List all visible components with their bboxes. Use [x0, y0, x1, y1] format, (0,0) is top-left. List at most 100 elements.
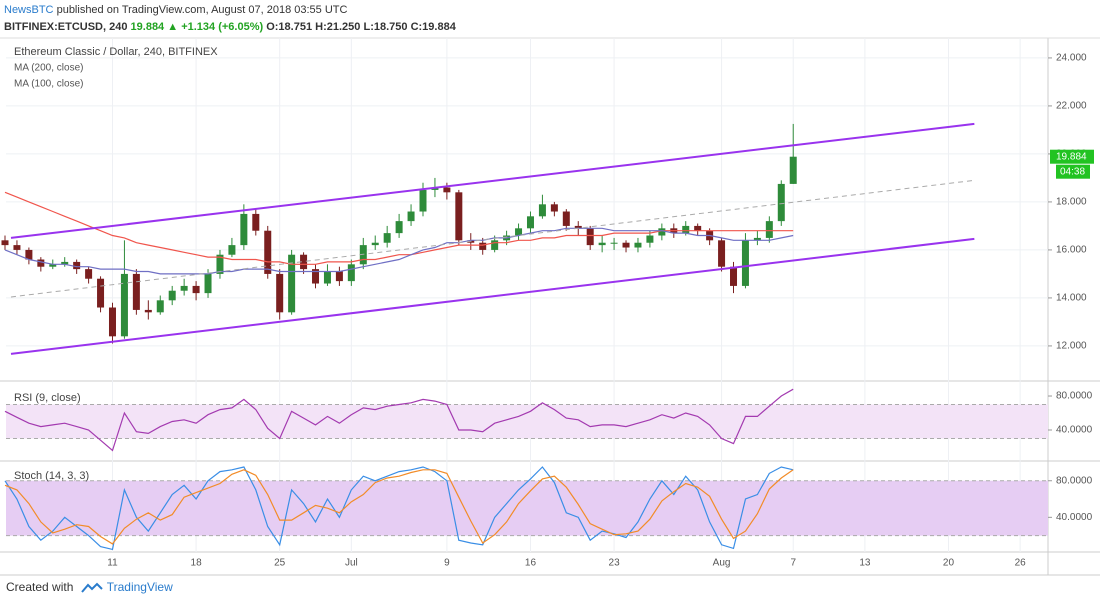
last-price-label: 19.884 — [1056, 151, 1087, 162]
logo — [80, 582, 103, 593]
candle-body — [240, 213, 248, 246]
candle-body — [407, 211, 415, 222]
panel-title: Stoch (14, 3, 3) — [14, 470, 89, 482]
series-line — [4, 388, 794, 452]
candle-body — [741, 240, 749, 286]
candle-body — [192, 285, 200, 294]
legend-entry: MA (100, close) — [14, 79, 83, 90]
candle-body — [156, 300, 164, 313]
last: 19.884 — [130, 21, 165, 33]
candle-body — [97, 278, 105, 308]
candle-body — [25, 249, 33, 260]
candle-body — [646, 235, 654, 243]
candle-body — [538, 204, 546, 217]
panel-title: RSI (9, close) — [14, 392, 81, 404]
candle-body — [120, 273, 128, 337]
x-tick-label: Jul — [345, 558, 358, 569]
candle-body — [300, 254, 308, 270]
candle-body — [204, 273, 212, 294]
candle-body — [335, 271, 343, 282]
symbol: BITFINEX:ETCUSD, 240 — [4, 21, 128, 33]
candle-body — [347, 264, 355, 282]
candle-body — [682, 225, 690, 234]
y-tick-label: 80.0000 — [1056, 475, 1093, 486]
x-tick-label: 18 — [191, 558, 203, 569]
candle-body — [312, 269, 320, 284]
candle-body — [610, 242, 618, 244]
x-tick-label: 16 — [525, 558, 537, 569]
candle-body — [574, 225, 582, 229]
candle-body — [1, 240, 9, 246]
header: NewsBTC published on TradingView.com, Au… — [4, 2, 456, 36]
y-tick-label: 40.0000 — [1056, 425, 1093, 436]
x-tick-label: 11 — [107, 558, 118, 569]
candle-body — [765, 221, 773, 238]
last-price-box — [1050, 149, 1094, 164]
publish-text: published on TradingView.com, August 07,… — [56, 4, 348, 16]
candle-body — [419, 189, 427, 212]
candle-body — [753, 237, 761, 241]
candle-body — [13, 245, 21, 250]
ohlc-high: H:21.250 — [315, 21, 361, 33]
candle-body — [526, 216, 534, 229]
series-line — [4, 469, 794, 545]
quote-line: BITFINEX:ETCUSD, 240 19.884 ▲ +1.134 (+6… — [4, 19, 456, 36]
series-line — [4, 227, 794, 275]
y-tick-label: 18.000 — [1056, 197, 1087, 208]
x-tick-label: 25 — [274, 558, 286, 569]
candle-body — [455, 192, 463, 241]
candle-body — [108, 307, 116, 337]
candle-body — [789, 156, 797, 184]
band — [6, 480, 1048, 536]
x-tick-label: 20 — [943, 558, 955, 569]
candle-body — [622, 242, 630, 248]
brand[interactable]: TradingView — [106, 580, 173, 594]
y-tick-label: 14.000 — [1056, 293, 1087, 304]
candle-body — [383, 233, 391, 243]
y-tick-label: 80.0000 — [1056, 391, 1093, 402]
countdown: 04:38 — [1060, 166, 1085, 177]
x-tick-label: Aug — [713, 558, 731, 569]
author-link[interactable]: NewsBTC — [4, 4, 54, 16]
y-tick-label: 16.000 — [1056, 245, 1087, 256]
candle-body — [85, 269, 93, 279]
candle-body — [73, 261, 81, 270]
candle-body — [515, 228, 523, 236]
panel-title: Ethereum Classic / Dollar, 240, BITFINEX — [14, 46, 218, 58]
candle-body — [216, 254, 224, 274]
candle-body — [443, 187, 451, 193]
candle-body — [479, 242, 487, 250]
footer: Created with TradingView — [6, 580, 173, 594]
y-tick-label: 24.000 — [1056, 53, 1087, 64]
candle-body — [658, 228, 666, 236]
candle-body — [371, 242, 379, 246]
candle-body — [694, 225, 702, 231]
x-tick-label: 7 — [790, 558, 796, 569]
countdown-box — [1056, 164, 1090, 179]
candle-body — [598, 242, 606, 246]
y-tick-label: 12.000 — [1056, 341, 1087, 352]
series-line — [4, 466, 794, 551]
candle-body — [276, 273, 284, 313]
ohlc-low: L:18.750 — [363, 21, 408, 33]
candle-body — [777, 183, 785, 222]
candle-body — [132, 273, 140, 310]
ohlc-close: C:19.884 — [410, 21, 456, 33]
candle-body — [288, 254, 296, 313]
candle-body — [586, 228, 594, 246]
publish-line: NewsBTC published on TradingView.com, Au… — [4, 2, 456, 19]
change: ▲ +1.134 (+6.05%) — [167, 21, 264, 33]
candle-body — [323, 271, 331, 284]
y-tick-label: 22.000 — [1056, 101, 1087, 112]
candle-body — [562, 211, 570, 226]
candle-body — [180, 285, 188, 291]
x-tick-label: 26 — [1015, 558, 1027, 569]
candle-body — [550, 204, 558, 212]
legend-entry: MA (200, close) — [14, 63, 83, 74]
candle-body — [144, 309, 152, 313]
band — [6, 404, 1048, 439]
candle-body — [264, 230, 272, 274]
candle-body — [37, 259, 45, 267]
candle-body — [718, 240, 726, 267]
